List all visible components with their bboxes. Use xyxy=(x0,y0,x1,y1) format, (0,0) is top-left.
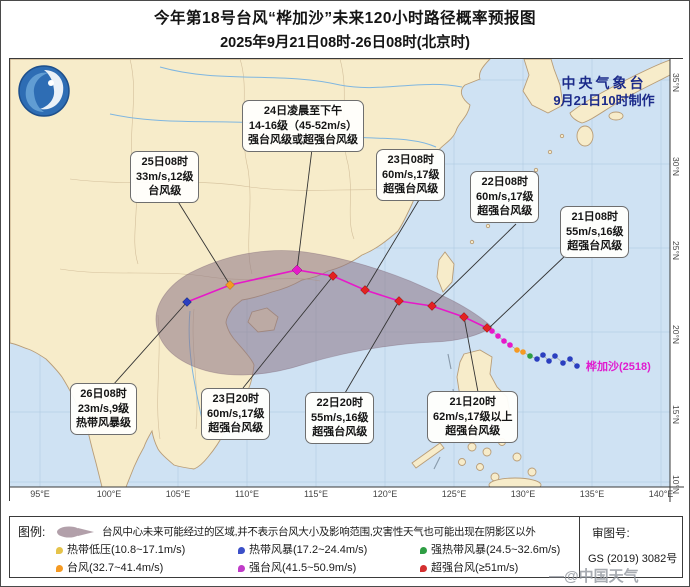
legend-title: 图例: xyxy=(18,525,46,539)
lon-tick-115e: 115°E xyxy=(304,489,328,499)
callout-22-20: 22日20时 55m/s,16级 超强台风级 xyxy=(305,392,375,444)
forecast-map: 中央气象台 9月21日10时制作 桦加沙(2518) 21日08时 55m/s,… xyxy=(9,58,684,502)
legend-item-sts: 强热带风暴(24.5~32.6m/s) xyxy=(420,541,560,557)
lat-tick-20n: 20°N xyxy=(671,325,681,344)
callout-26-08: 26日08时 23m/s,9级 热带风暴级 xyxy=(70,383,137,435)
callout-25-08: 25日08时 33m/s,12级 台风级 xyxy=(130,151,200,203)
legend-item-ts: 热带风暴(17.2~24.4m/s) xyxy=(238,541,367,557)
lon-tick-105e: 105°E xyxy=(165,489,191,499)
shikoku-island xyxy=(608,111,624,121)
lat-tick-10n: 10°N xyxy=(671,475,681,494)
page-subtitle: 2025年9月21日08时-26日08时(北京时) xyxy=(220,35,470,51)
japan-islands xyxy=(569,59,670,124)
callout-23-20: 23日20时 60m/s,17级 超强台风级 xyxy=(201,388,271,440)
legend: 图例: 台风中心未来可能经过的区域,并不表示台风大小及影响范围,灾害性天气也可能… xyxy=(9,516,683,578)
ryukyu-islands xyxy=(469,133,565,245)
callout-23-08: 23日08时 60m/s,17级 超强台风级 xyxy=(376,149,446,201)
lon-tick-95e: 95°E xyxy=(30,489,50,499)
callout-21-08: 21日08时 55m/s,16级 超强台风级 xyxy=(560,206,630,258)
agency-name: 中央气象台 xyxy=(561,75,647,91)
sts-symbol-icon xyxy=(420,546,427,554)
probability-cone xyxy=(155,250,493,376)
td-symbol-icon xyxy=(56,546,63,554)
lat-tick-30n: 30°N xyxy=(671,157,681,176)
lat-tick-35n: 35°N xyxy=(671,73,681,92)
forecast-track xyxy=(182,264,492,333)
review-number-value: GS (2019) 3082号 xyxy=(588,553,678,565)
callout-21-20: 21日20时 62m/s,17级以上 超强台风级 xyxy=(427,391,519,443)
lon-tick-125e: 125°E xyxy=(441,489,467,499)
legend-cone-description: 台风中心未来可能经过的区域,并不表示台风大小及影响范围,灾害性天气也可能出现在阴… xyxy=(102,526,536,538)
lon-tick-130e: 130°E xyxy=(510,489,536,499)
legend-item-sty: 强台风(41.5~50.9m/s) xyxy=(238,559,356,575)
forecast-track-points xyxy=(182,264,492,333)
lon-tick-135e: 135°E xyxy=(579,489,605,499)
lon-tick-100e: 100°E xyxy=(96,489,122,499)
lon-tick-110e: 110°E xyxy=(235,489,259,499)
callout-22-08: 22日08时 60m/s,17级 超强台风级 xyxy=(470,171,540,223)
observed-track xyxy=(486,327,580,369)
ts-symbol-icon xyxy=(238,546,245,554)
cma-logo-icon xyxy=(18,65,70,117)
storm-name-label: 桦加沙(2518) xyxy=(586,361,651,373)
agency-issue-time: 9月21日10时制作 xyxy=(553,92,655,108)
lat-tick-25n: 25°N xyxy=(671,241,681,260)
super-ty-symbol-icon xyxy=(420,564,427,572)
title-block: 今年第18号台风“桦加沙”未来120小时路径概率预报图 2025年9月21日08… xyxy=(1,6,689,52)
legend-item-super-ty: 超强台风(≥51m/s) xyxy=(420,559,518,575)
ty-symbol-icon xyxy=(56,564,63,572)
taiwan-island xyxy=(436,251,455,293)
callout-24: 24日凌晨至下午 14-16级（45-52m/s） 强台风级或超强台风级 xyxy=(242,100,364,152)
lon-tick-120e: 120°E xyxy=(372,489,398,499)
review-number-label: 审图号: xyxy=(592,528,630,540)
callout-leader-lines xyxy=(112,148,567,394)
sty-symbol-icon xyxy=(238,564,245,572)
korea-peninsula xyxy=(522,59,564,114)
map-review-box: 审图号: GS (2019) 3082号 xyxy=(579,517,683,577)
page-title: 今年第18号台风“桦加沙”未来120小时路径概率预报图 xyxy=(153,10,537,27)
legend-item-td: 热带低压(10.8~17.1m/s) xyxy=(56,541,185,557)
lon-tick-140e: 140°E xyxy=(648,489,674,499)
lat-tick-15n: 15°N xyxy=(671,405,681,424)
observed-track-points xyxy=(489,328,580,369)
mindanao-island xyxy=(488,477,542,487)
cone-symbol-icon xyxy=(56,524,96,543)
agency-stamp: 中央气象台 9月21日10时制作 xyxy=(530,75,678,109)
kyushu-island xyxy=(576,125,594,147)
palawan-island xyxy=(411,442,445,469)
legend-item-ty: 台风(32.7~41.4m/s) xyxy=(56,559,163,575)
